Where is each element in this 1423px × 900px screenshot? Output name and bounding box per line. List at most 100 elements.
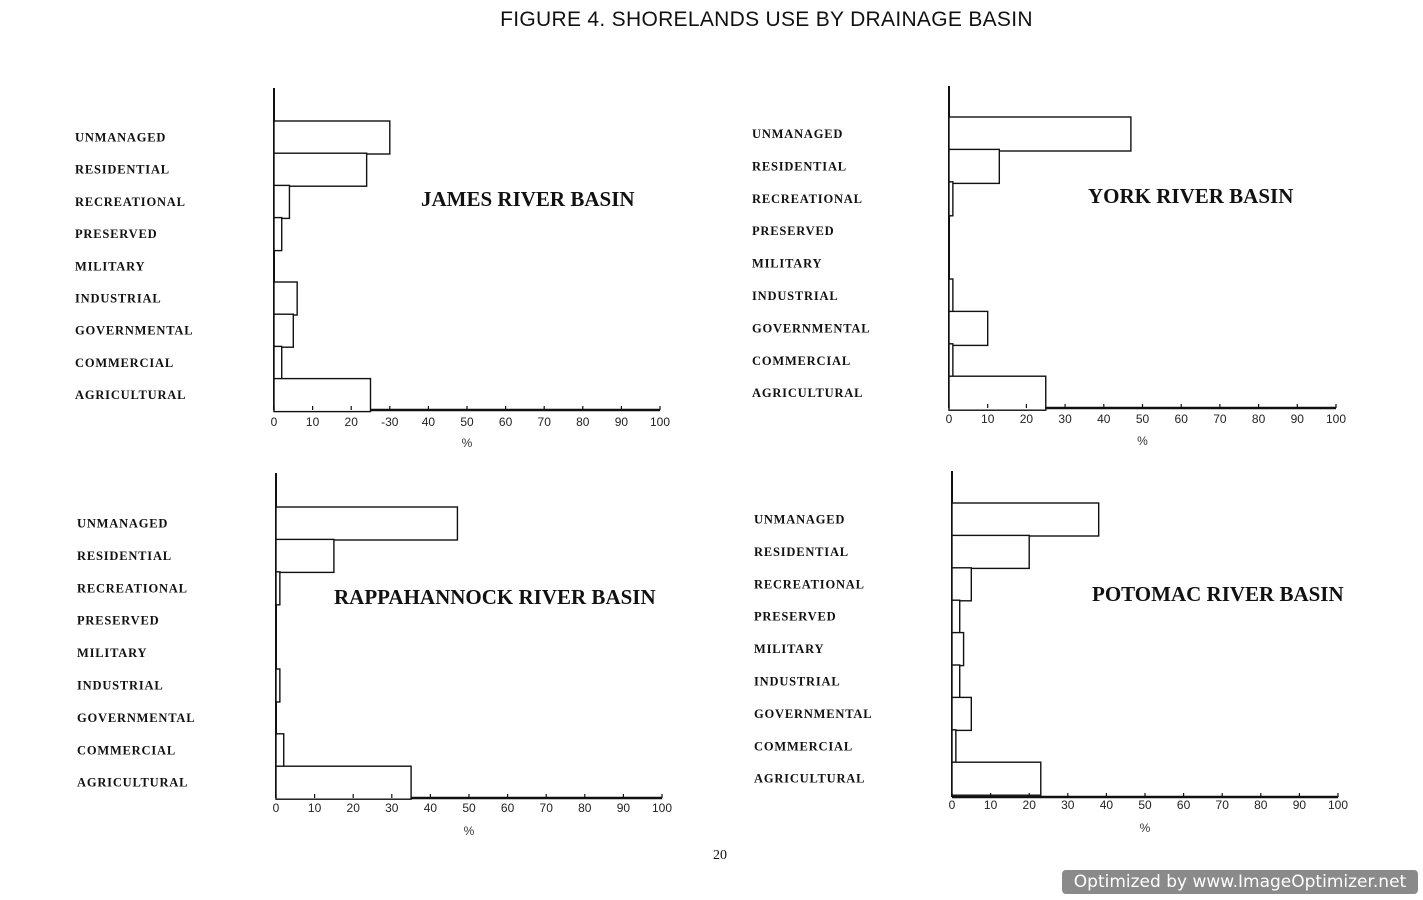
category-label-military: MILITARY (754, 642, 824, 656)
x-tick-label: 70 (1213, 412, 1227, 426)
category-label-residential: RESIDENTIAL (752, 159, 847, 173)
bar-commercial (275, 733, 285, 768)
bar-unmanaged (948, 116, 1132, 152)
x-tick-label: 20 (1023, 798, 1037, 812)
category-label-unmanaged: UNMANAGED (75, 131, 166, 145)
bar-unmanaged (951, 502, 1100, 537)
x-tick-label: 50 (1136, 412, 1150, 426)
bar-residential (273, 152, 368, 187)
bar-agricultural (273, 377, 372, 413)
x-tick-label: 40 (1100, 798, 1114, 812)
category-label-recreational: RECREATIONAL (75, 195, 186, 209)
basin-title: YORK RIVER BASIN (1088, 184, 1293, 208)
category-label-industrial: INDUSTRIAL (752, 289, 839, 303)
bar-military (951, 631, 965, 667)
category-label-governmental: GOVERNMENTAL (75, 324, 193, 338)
bar-industrial (275, 668, 281, 703)
page-number: 20 (713, 848, 727, 863)
potomac-river-basin-chart: UNMANAGED RESIDENTIAL RECREATIONAL PRESERVE… (754, 471, 1348, 835)
x-axis-label: % (462, 436, 473, 450)
category-label-military: MILITARY (77, 646, 147, 660)
bar-recreational (951, 567, 972, 602)
category-label-governmental: GOVERNMENTAL (752, 321, 870, 335)
x-tick-label: 30 (1061, 798, 1075, 812)
x-axis-label: % (1137, 434, 1148, 448)
x-tick-label: 10 (308, 801, 322, 815)
category-label-preserved: PRESERVED (752, 224, 834, 238)
x-tick-label: 50 (462, 801, 476, 815)
x-axis-label: % (464, 824, 475, 838)
category-label-preserved: PRESERVED (75, 227, 157, 241)
x-tick-label: 60 (501, 801, 515, 815)
bar-recreational (275, 571, 281, 606)
x-tick-label: 30 (385, 801, 399, 815)
x-tick-label: 60 (499, 415, 513, 429)
bar-governmental (948, 310, 989, 347)
category-label-industrial: INDUSTRIAL (77, 679, 164, 693)
basin-title: POTOMAC RIVER BASIN (1092, 582, 1344, 606)
x-tick-label: 70 (1216, 798, 1230, 812)
bar-recreational (948, 181, 954, 217)
bar-governmental (273, 313, 294, 348)
category-label-agricultural: AGRICULTURAL (77, 776, 188, 790)
x-tick-label: 20 (1020, 412, 1034, 426)
x-tick-label: 10 (981, 412, 995, 426)
category-label-commercial: COMMERCIAL (77, 743, 176, 757)
category-label-recreational: RECREATIONAL (752, 192, 863, 206)
james-river-basin-chart: UNMANAGED RESIDENTIAL RECREATIONAL PRESERVE… (75, 88, 670, 450)
bar-preserved (951, 599, 961, 634)
category-label-governmental: GOVERNMENTAL (77, 711, 195, 725)
bar-commercial (951, 729, 957, 764)
bar-agricultural (948, 375, 1047, 411)
category-label-commercial: COMMERCIAL (75, 356, 174, 370)
x-tick-label: 10 (984, 798, 998, 812)
x-tick-label: 0 (949, 798, 956, 812)
category-label-recreational: RECREATIONAL (754, 577, 865, 591)
x-tick-label: 100 (652, 801, 672, 815)
x-tick-label: 80 (1252, 412, 1266, 426)
bar-residential (951, 534, 1030, 570)
x-axis-label: % (1140, 821, 1151, 835)
bar-industrial (948, 278, 954, 314)
x-tick-label: 0 (273, 801, 280, 815)
category-label-industrial: INDUSTRIAL (754, 675, 841, 689)
x-tick-label: 80 (1254, 798, 1268, 812)
x-tick-label: 40 (1097, 412, 1111, 426)
x-tick-label: 40 (424, 801, 438, 815)
figure-title: FIGURE 4. SHORELANDS USE BY DRAINAGE BAS… (500, 8, 1033, 31)
x-tick-label: 10 (306, 415, 320, 429)
bar-unmanaged (275, 506, 459, 541)
basin-title: RAPPAHANNOCK RIVER BASIN (334, 585, 656, 609)
x-tick-label: 100 (650, 415, 670, 429)
bar-residential (275, 538, 335, 574)
x-tick-label: 60 (1177, 798, 1191, 812)
bar-commercial (273, 345, 283, 381)
x-tick-label: 0 (271, 415, 278, 429)
x-tick-label: 90 (617, 801, 631, 815)
bar-unmanaged (273, 120, 391, 155)
rappahannock-river-basin-chart: UNMANAGED RESIDENTIAL RECREATIONAL PRESERVE… (77, 473, 672, 838)
category-label-residential: RESIDENTIAL (75, 163, 170, 177)
category-label-industrial: INDUSTRIAL (75, 292, 162, 306)
x-tick-label: 30 (1058, 412, 1072, 426)
category-label-recreational: RECREATIONAL (77, 581, 188, 595)
x-tick-label: 80 (578, 801, 592, 815)
x-tick-label: 50 (1138, 798, 1152, 812)
category-label-commercial: COMMERCIAL (752, 354, 851, 368)
category-label-agricultural: AGRICULTURAL (752, 386, 863, 400)
category-label-agricultural: AGRICULTURAL (754, 772, 865, 786)
category-label-residential: RESIDENTIAL (77, 549, 172, 563)
x-tick-label: 20 (345, 415, 359, 429)
bar-governmental (951, 696, 972, 732)
category-label-unmanaged: UNMANAGED (754, 513, 845, 527)
x-tick-label: 0 (946, 412, 953, 426)
category-label-military: MILITARY (752, 257, 822, 271)
x-tick-label: -30 (381, 415, 399, 429)
category-label-agricultural: AGRICULTURAL (75, 388, 186, 402)
bar-agricultural (275, 765, 412, 800)
category-label-commercial: COMMERCIAL (754, 739, 853, 753)
x-tick-label: 60 (1175, 412, 1189, 426)
basin-title: JAMES RIVER BASIN (421, 187, 635, 211)
x-tick-label: 70 (538, 415, 552, 429)
category-label-unmanaged: UNMANAGED (752, 127, 843, 141)
